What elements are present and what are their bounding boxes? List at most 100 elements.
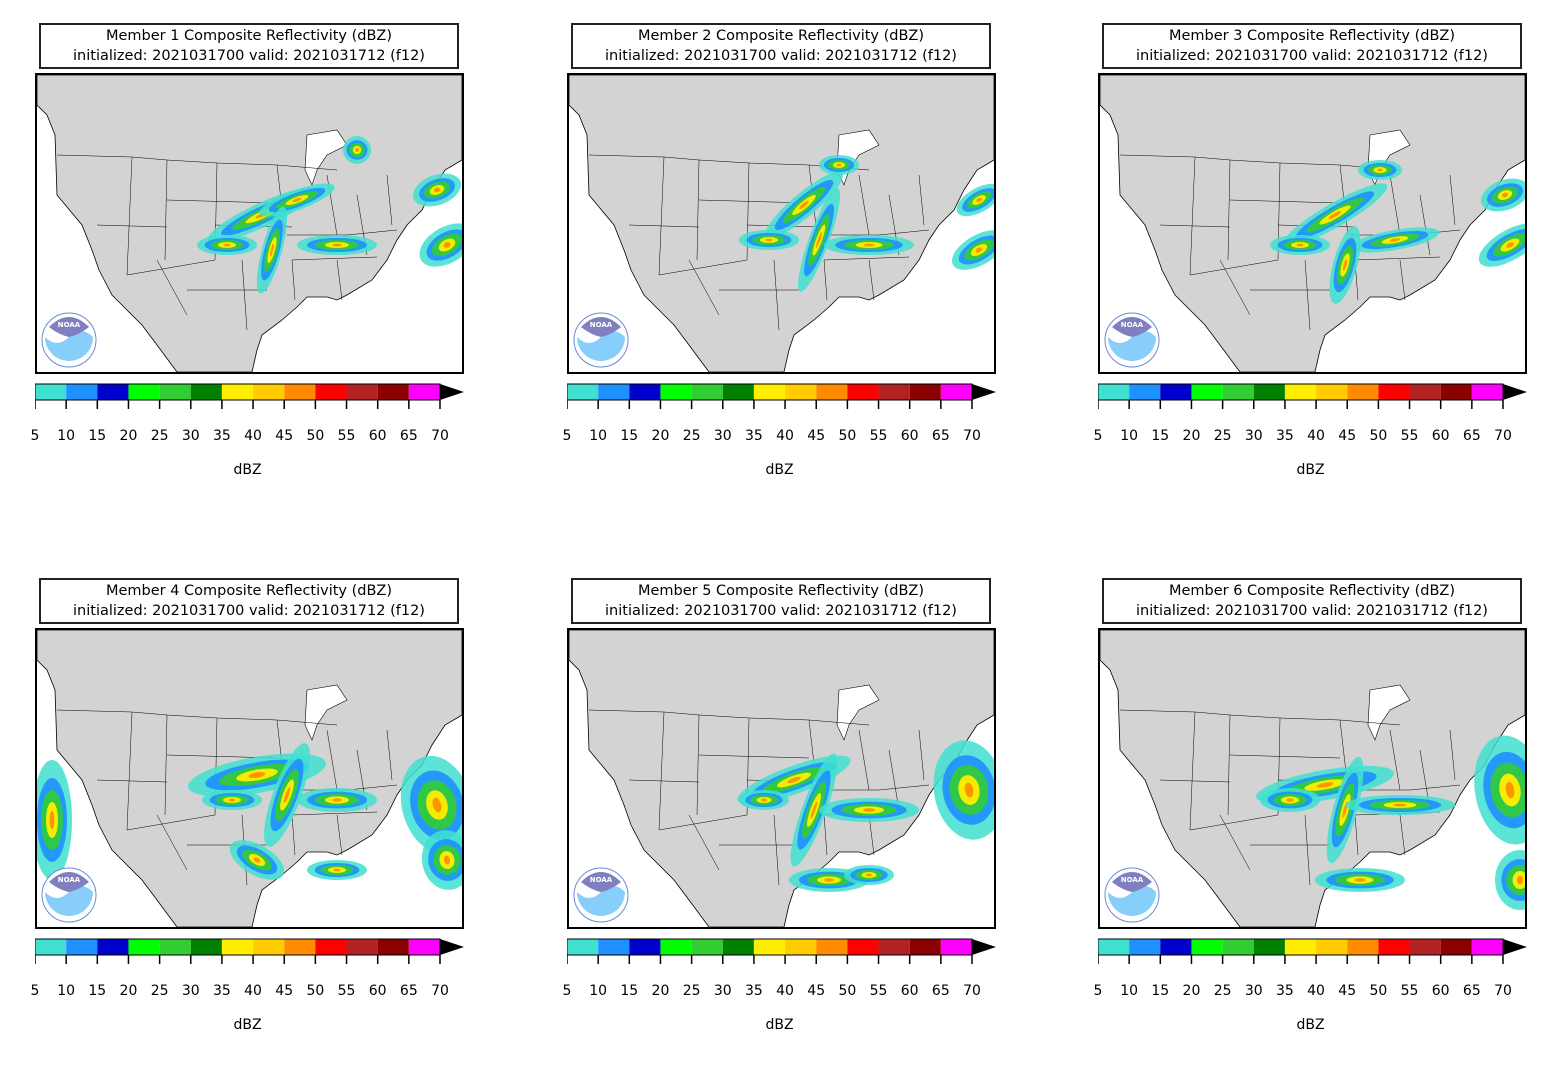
state-border [166,199,278,204]
state-border [126,156,133,276]
member-panel-5: Member 5 Composite Reflectivity (dBZ) ini… [563,577,1087,1077]
state-border [1304,814,1311,886]
reflectivity-echo [264,743,310,847]
reflectivity-echo [343,136,371,164]
colorbar-tick-label: 65 [1462,428,1481,444]
state-border [696,159,700,261]
state-border [287,229,398,236]
colorbar-tick-label: 50 [306,428,325,444]
state-border [1219,814,1251,871]
state-border [688,259,720,316]
state-border [1354,814,1359,856]
colorbar-tick-label: 15 [1151,983,1170,999]
colorbar-extend-arrow [440,384,464,400]
colorbar-segment [128,939,160,955]
colorbar-tick-label: 30 [181,983,200,999]
colorbar-segment [1347,939,1379,955]
colorbar-segment [567,384,599,400]
colorbar-segment [377,384,409,400]
colorbar-tick-label: 35 [745,983,763,999]
state-border [658,259,748,276]
panel-title-line1: Member 4 Composite Reflectivity (dBZ) [105,583,393,599]
state-border [628,224,700,228]
colorbar-segment [691,384,723,400]
colorbar-segment [1222,939,1254,955]
colorbar-tick-label: 5 [1093,428,1103,444]
reflectivity-echo [1315,868,1405,892]
panel-title: Member 3 Composite Reflectivity (dBZ) ini… [1102,23,1522,69]
panel-title: Member 4 Composite Reflectivity (dBZ) ini… [39,578,459,624]
colorbar-segment [1440,939,1472,955]
colorbar-tick-label: 30 [713,983,732,999]
svg-text:NOAA: NOAA [58,321,81,329]
state-border [588,154,870,171]
colorbar-segment [940,939,972,955]
reflectivity-echo [819,798,919,822]
reflectivity-echo [933,740,994,840]
reflectivity-echo [1495,850,1525,910]
state-border [1159,224,1231,228]
panel-title-line2: initialized: 2021031700 valid: 202103171… [1136,603,1488,619]
colorbar-tick-label: 30 [1244,428,1263,444]
reflectivity-echo [297,788,377,812]
state-border [918,174,925,226]
colorbar-tick-label: 50 [1369,983,1388,999]
colorbar-tick-label: 45 [1338,983,1357,999]
state-border [291,811,378,816]
colorbar-segment [1191,384,1223,400]
colorbar-tick-label: 65 [1462,983,1481,999]
colorbar-segment [221,384,254,400]
colorbar-tick-label: 55 [1400,428,1419,444]
state-border [56,709,338,726]
state-border [336,259,343,301]
colorbar-segment [598,384,630,400]
state-border [1350,784,1461,791]
reflectivity-echo [1350,227,1440,253]
state-border [773,814,780,886]
reflectivity-echo [739,230,799,250]
state-border [1227,714,1231,816]
state-border [819,784,930,791]
state-border [658,814,748,831]
colorbar-tick-label: 65 [931,428,950,444]
colorbar-tick-label: 60 [1431,983,1450,999]
state-border [1227,159,1231,261]
colorbar-tick-label: 15 [88,428,107,444]
colorbar-segment [1316,939,1348,955]
colorbar-segment [408,384,440,400]
colorbar-tick-label: 65 [399,428,418,444]
panel-title-line2: initialized: 2021031700 valid: 202103171… [73,603,425,619]
colorbar-segment [1409,384,1441,400]
reflectivity-echo [229,840,285,880]
colorbar-tick-label: 40 [244,983,262,999]
noaa-logo: NOAA [1104,312,1160,368]
colorbar-tick-label: 50 [1369,428,1388,444]
colorbar-segment [753,939,786,955]
colorbar-tick-label: 60 [368,983,387,999]
colorbar-segment [408,939,440,955]
colorbar-tick-label: 15 [620,428,639,444]
colorbar-segment [909,939,941,955]
panel-title: Member 6 Composite Reflectivity (dBZ) ini… [1102,578,1522,624]
colorbar-tick-label: 25 [150,983,169,999]
state-border [1189,156,1196,276]
great-lakes [836,684,880,741]
colorbar-tick-label: 40 [776,983,794,999]
panel-title-line2: initialized: 2021031700 valid: 202103171… [73,48,425,64]
colorbar-tick-label: 55 [869,983,888,999]
colorbar-tick-label: 55 [1400,983,1419,999]
colorbar [567,938,996,964]
state-border [164,159,168,261]
colorbar-unit-label: dBZ [233,1017,262,1033]
map-canvas: NOAA [1100,630,1525,927]
reflectivity-echo [797,188,841,292]
state-border [1304,259,1311,331]
colorbar-tick-label: 30 [713,428,732,444]
colorbar-tick-label: 70 [431,428,449,444]
state-border [868,259,875,301]
colorbar-tick-label: 45 [807,983,826,999]
colorbar-segment [1284,939,1317,955]
state-border [241,259,248,331]
state-border [336,814,343,856]
reflectivity-echo [1480,178,1525,212]
